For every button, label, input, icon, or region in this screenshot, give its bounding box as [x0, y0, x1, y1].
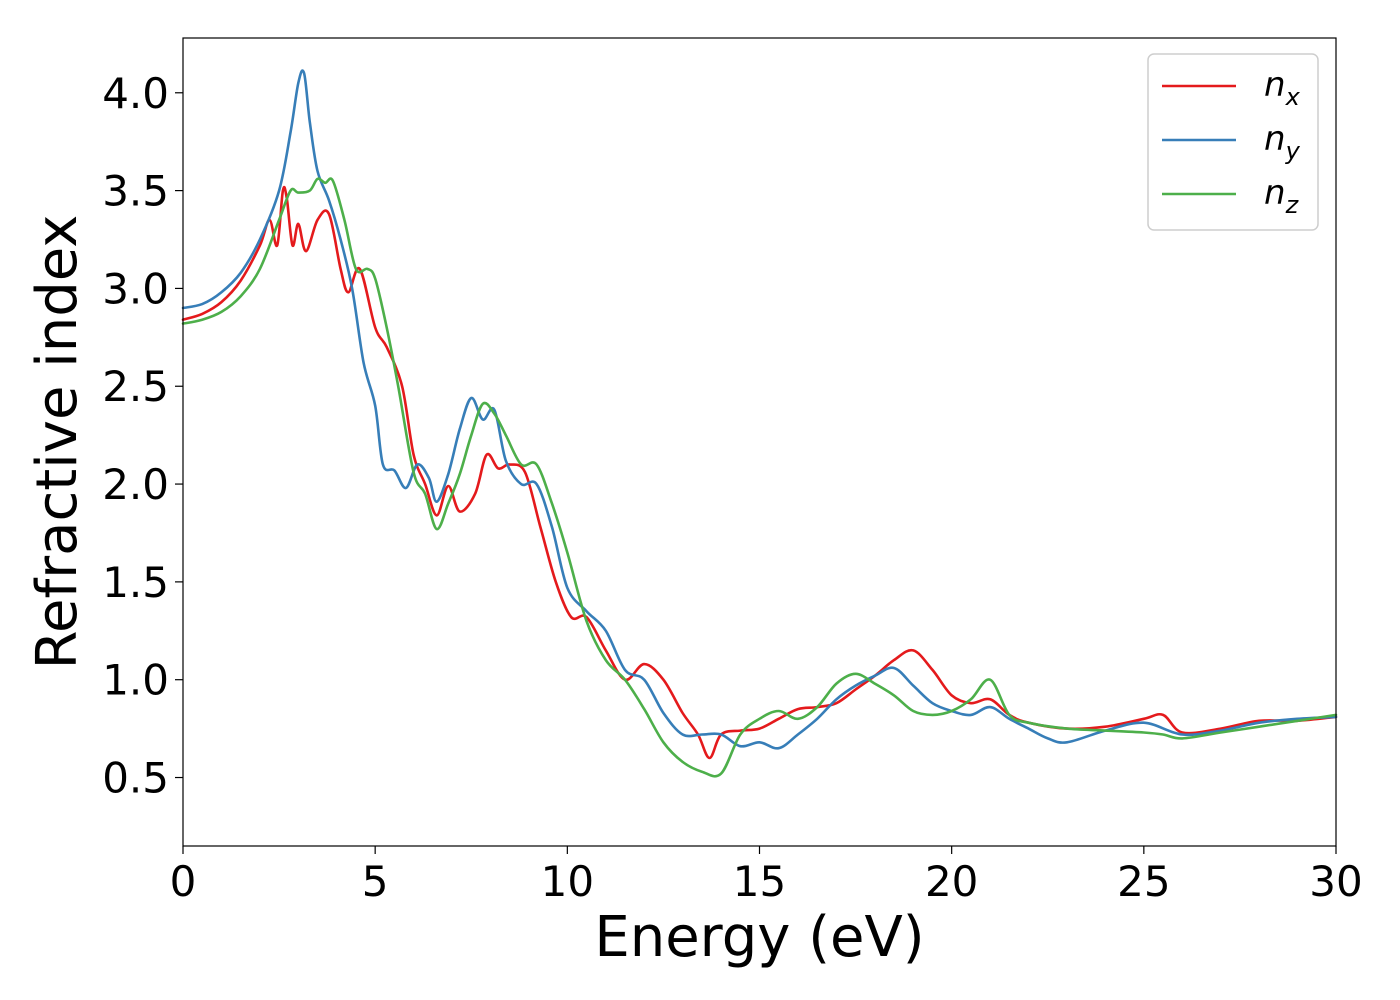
y-tick-label: 3.0 [102, 264, 169, 313]
legend-label: ny [1264, 119, 1301, 165]
legend-box [1147, 53, 1319, 231]
y-tick-label: 4.0 [102, 69, 169, 118]
y-tick-label: 1.0 [102, 656, 169, 705]
x-tick-label: 30 [1309, 857, 1362, 906]
y-tick-label: 1.5 [102, 558, 169, 607]
x-axis: 0 5 10 15 20 25 30 [170, 846, 1363, 906]
y-tick-label: 2.5 [102, 362, 169, 411]
series-line-nz [181, 177, 1338, 778]
y-axis: 0.5 1.0 1.5 2.0 2.5 3.0 3.5 4.0 [102, 69, 183, 803]
y-tick-label: 3.5 [102, 167, 169, 216]
y-axis-title: Refractive index [25, 215, 90, 670]
x-tick-label: 15 [733, 857, 786, 906]
x-axis-title: Energy (eV) [594, 905, 924, 970]
y-tick-label: 2.0 [102, 460, 169, 509]
x-tick-label: 5 [362, 857, 389, 906]
plot-area [183, 38, 1336, 846]
x-tick-label: 0 [170, 857, 197, 906]
x-tick-label: 25 [1117, 857, 1170, 906]
series-layer [181, 69, 1338, 778]
x-tick-label: 10 [541, 857, 594, 906]
series-line-ny [181, 69, 1338, 750]
y-tick-label: 0.5 [102, 754, 169, 803]
x-tick-label: 20 [925, 857, 978, 906]
